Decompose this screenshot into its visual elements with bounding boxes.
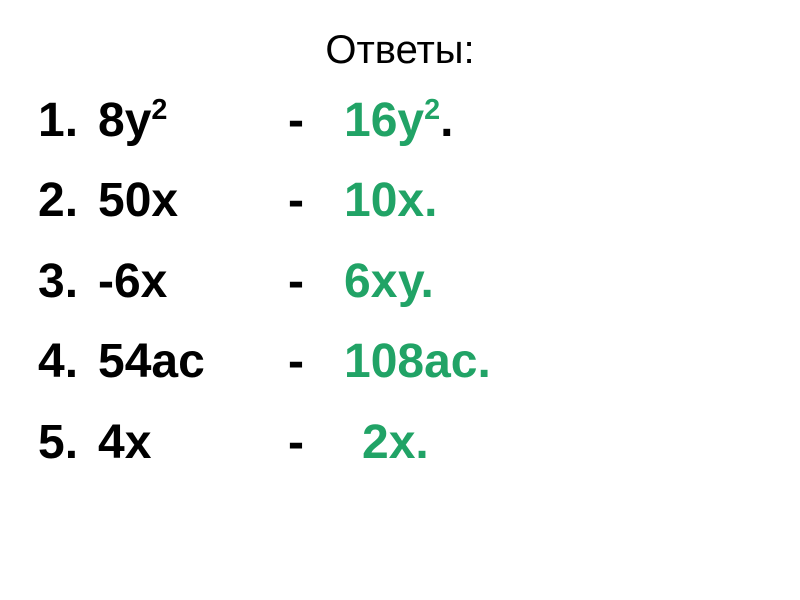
row-left-expr: 4х [98,418,288,468]
row-number: 3. [38,257,98,307]
row-left-base: 4х [98,416,151,469]
row-left-expr: 54ас [98,337,288,387]
row-answer: 108ас. [326,337,491,387]
row-dash: - [288,418,326,468]
row-ans-base: 16у [344,94,424,147]
row-ans-tail: . [440,94,453,147]
row-answer: 10х. [326,176,437,226]
row-number: 1. [38,96,98,146]
row-number: 4. [38,337,98,387]
row-left-base: -6х [98,255,167,308]
row-ans-base: 10х. [344,174,437,227]
answer-row-5: 5. 4х - 2х. [38,418,762,468]
row-answer: 2х. [326,418,429,468]
answer-row-2: 2. 50х - 10х. [38,176,762,226]
row-dash: - [288,96,326,146]
answer-row-4: 4. 54ас - 108ас. [38,337,762,387]
row-ans-base: 108ас. [344,335,491,388]
row-left-base: 8у [98,94,151,147]
answer-row-1: 1. 8у2 - 16у2. [38,95,762,146]
row-left-expr: -6х [98,257,288,307]
row-answer: 6ху. [326,257,434,307]
row-answer: 16у2. [326,95,453,146]
row-ans-sup: 2 [424,94,440,126]
row-left-expr: 50х [98,176,288,226]
row-ans-base: 6ху. [344,255,434,308]
page-title: Ответы: [38,28,762,73]
row-dash: - [288,176,326,226]
row-dash: - [288,257,326,307]
slide: Ответы: 1. 8у2 - 16у2. 2. 50х - 10х. 3. … [0,0,800,600]
row-dash: - [288,337,326,387]
row-left-base: 54ас [98,335,205,388]
row-left-base: 50х [98,174,178,227]
row-number: 5. [38,418,98,468]
row-number: 2. [38,176,98,226]
row-left-sup: 2 [151,94,167,126]
row-ans-base: 2х. [362,416,429,469]
answer-row-3: 3. -6х - 6ху. [38,257,762,307]
row-left-expr: 8у2 [98,95,288,146]
